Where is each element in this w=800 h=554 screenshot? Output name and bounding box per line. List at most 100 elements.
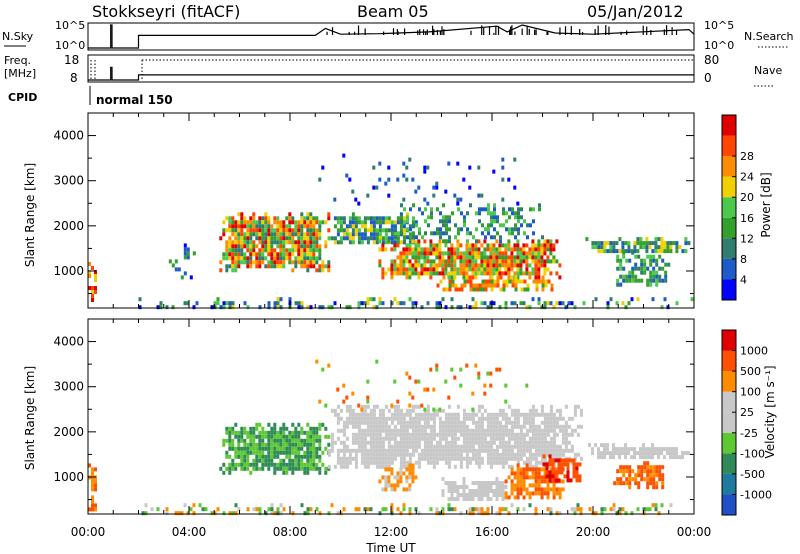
range-gate-cell <box>393 416 397 421</box>
range-gate-cell <box>606 249 610 254</box>
range-gate-cell <box>240 228 244 233</box>
range-gate-cell <box>381 507 385 512</box>
range-gate-cell <box>543 467 547 472</box>
range-gate-cell <box>439 211 442 216</box>
range-gate-cell <box>489 452 493 457</box>
range-gate-cell <box>495 247 499 252</box>
range-gate-cell <box>474 412 478 417</box>
range-gate-cell <box>492 247 496 252</box>
range-gate-cell <box>390 428 394 433</box>
range-gate-cell <box>348 420 352 425</box>
range-gate-cell <box>477 464 481 469</box>
range-gate-cell <box>576 507 580 512</box>
range-gate-cell <box>456 444 460 449</box>
range-gate-cell <box>510 452 514 457</box>
range-gate-cell <box>564 432 568 437</box>
range-gate-cell <box>267 442 271 447</box>
range-gate-cell <box>625 477 629 482</box>
range-gate-cell <box>360 240 364 245</box>
range-gate-cell <box>575 462 579 467</box>
range-gate-cell <box>255 220 259 225</box>
range-gate-cell <box>318 244 322 249</box>
range-gate-cell <box>357 416 361 421</box>
range-gate-cell <box>426 432 430 437</box>
range-gate-cell <box>649 473 653 478</box>
range-gate-cell <box>657 447 660 452</box>
range-gate-cell <box>477 507 481 512</box>
range-gate-cell <box>558 263 562 268</box>
range-gate-cell <box>402 216 406 221</box>
range-gate-cell <box>300 264 304 269</box>
range-gate-cell <box>603 249 607 254</box>
range-gate-cell <box>267 244 271 249</box>
nsky-tick-top: 10^5 <box>55 19 85 32</box>
range-gate-cell <box>480 497 484 501</box>
range-gate-cell <box>303 252 307 257</box>
range-gate-cell <box>348 220 352 225</box>
range-gate-cell <box>273 462 277 467</box>
range-gate-cell <box>502 223 505 228</box>
range-gate-cell <box>504 485 508 489</box>
range-gate-cell <box>444 259 448 264</box>
range-gate-cell <box>591 245 595 250</box>
range-gate-cell <box>495 412 499 417</box>
range-gate-cell <box>390 503 394 508</box>
range-gate-cell <box>537 263 541 268</box>
range-gate-cell <box>481 287 485 292</box>
range-gate-cell <box>504 495 508 500</box>
range-gate-cell <box>600 507 604 512</box>
range-gate-cell <box>513 247 517 252</box>
range-gate-cell <box>552 428 556 433</box>
range-gate-cell <box>342 440 346 445</box>
range-gate-cell <box>423 165 427 170</box>
range-gate-cell <box>513 412 517 417</box>
range-gate-cell <box>408 456 412 461</box>
range-gate-cell <box>267 305 271 310</box>
range-gate-cell <box>501 460 505 465</box>
range-gate-cell <box>414 412 418 417</box>
range-gate-cell <box>297 260 301 265</box>
range-gate-cell <box>300 454 304 459</box>
range-gate-cell <box>318 224 322 229</box>
range-gate-cell <box>402 416 406 421</box>
range-gate-cell <box>477 444 481 449</box>
range-gate-cell <box>186 301 190 306</box>
range-gate-cell <box>492 263 496 268</box>
range-gate-cell <box>225 240 229 245</box>
range-gate-cell <box>387 216 391 221</box>
range-gate-cell <box>384 479 388 484</box>
range-gate-cell <box>315 228 319 233</box>
range-gate-cell <box>441 271 445 276</box>
range-gate-cell <box>540 467 544 472</box>
range-gate-cell <box>231 240 235 245</box>
range-gate-cell <box>399 408 403 413</box>
range-gate-cell <box>249 438 253 443</box>
range-gate-cell <box>637 469 641 474</box>
range-gate-cell <box>222 256 226 261</box>
range-gate-cell <box>405 255 409 260</box>
range-gate-cell <box>537 432 541 437</box>
range-gate-cell <box>381 416 385 421</box>
range-gate-cell <box>549 408 553 413</box>
range-gate-cell <box>372 436 376 441</box>
range-gate-cell <box>273 426 277 431</box>
range-gate-cell <box>640 473 644 478</box>
range-gate-cell <box>486 440 490 445</box>
range-gate-cell <box>658 266 662 271</box>
range-gate-cell <box>417 511 421 516</box>
range-gate-cell <box>552 305 556 310</box>
range-gate-cell <box>249 228 253 233</box>
range-gate-cell <box>636 451 639 456</box>
range-gate-cell <box>282 252 286 257</box>
range-gate-cell <box>342 153 346 158</box>
range-gate-cell <box>480 489 484 493</box>
range-gate-cell <box>309 256 313 261</box>
range-gate-cell <box>288 224 292 229</box>
range-gate-cell <box>420 416 424 421</box>
range-gate-cell <box>522 475 526 480</box>
range-gate-cell <box>252 446 256 451</box>
range-gate-cell <box>309 248 313 253</box>
range-gate-cell <box>252 244 256 249</box>
range-gate-cell <box>495 267 499 272</box>
range-gate-cell <box>486 444 490 449</box>
